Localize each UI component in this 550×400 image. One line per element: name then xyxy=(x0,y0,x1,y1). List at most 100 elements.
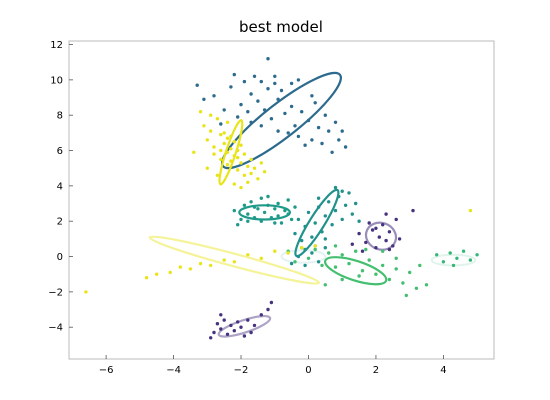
data-point-2-10 xyxy=(266,203,270,207)
data-point-2-7 xyxy=(259,219,263,223)
x-tick-label: −6 xyxy=(99,365,114,376)
data-point-6-10 xyxy=(246,318,250,322)
data-point-3-4 xyxy=(306,210,311,215)
data-point-3-7 xyxy=(316,205,321,209)
data-point-4-14 xyxy=(381,263,385,268)
data-point-1-2 xyxy=(205,138,209,142)
data-point-8-2 xyxy=(303,263,307,268)
data-point-0-11 xyxy=(252,74,257,79)
data-point-3-22 xyxy=(340,189,344,193)
ellipse-layer xyxy=(148,71,477,338)
data-point-2-12 xyxy=(273,207,277,211)
data-point-4-6 xyxy=(327,251,331,255)
data-point-4-23 xyxy=(323,283,327,287)
data-point-1-25 xyxy=(249,157,253,162)
data-point-1-33 xyxy=(209,113,213,117)
data-point-1-8 xyxy=(219,157,223,162)
data-point-3-3 xyxy=(303,224,307,229)
data-point-3-8 xyxy=(320,230,324,234)
data-point-3-2 xyxy=(300,238,304,243)
data-point-0-18 xyxy=(269,117,274,121)
data-point-0-35 xyxy=(316,125,321,130)
data-point-0-14 xyxy=(259,124,263,128)
data-point-1-28 xyxy=(256,177,260,181)
data-point-4-11 xyxy=(360,269,365,273)
data-point-0-16 xyxy=(266,57,270,61)
data-point-6-12 xyxy=(259,313,263,317)
data-point-7-6 xyxy=(198,261,203,266)
data-point-2-8 xyxy=(259,196,263,200)
data-point-5-12 xyxy=(367,221,371,225)
data-point-1-11 xyxy=(225,150,230,154)
data-point-0-28 xyxy=(296,78,301,82)
data-point-4-27 xyxy=(418,263,422,268)
data-point-0-6 xyxy=(236,115,240,119)
cluster-ellipse-1 xyxy=(218,119,244,186)
data-point-3-14 xyxy=(340,217,344,222)
x-tick-label: 2 xyxy=(373,365,379,376)
data-point-1-12 xyxy=(225,136,230,140)
data-point-4-21 xyxy=(357,274,361,278)
data-point-1-13 xyxy=(229,147,233,151)
data-point-6-8 xyxy=(239,325,243,329)
data-point-2-1 xyxy=(239,217,243,222)
data-point-3-20 xyxy=(303,247,307,252)
x-tick-label: −2 xyxy=(234,365,249,376)
data-point-2-16 xyxy=(283,208,287,213)
data-point-5-15 xyxy=(360,249,365,253)
data-point-5-17 xyxy=(387,247,392,252)
data-point-2-17 xyxy=(286,198,290,202)
data-point-2-9 xyxy=(262,210,267,215)
data-point-5-2 xyxy=(364,240,368,245)
data-point-1-36 xyxy=(232,182,236,186)
data-point-6-0 xyxy=(212,330,216,335)
data-point-4-19 xyxy=(394,256,398,260)
data-point-1-20 xyxy=(239,143,243,147)
data-point-3-23 xyxy=(323,237,327,241)
data-point-2-4 xyxy=(249,200,253,204)
data-point-4-16 xyxy=(394,267,398,271)
data-point-0-24 xyxy=(286,131,290,135)
y-tick-label: 4 xyxy=(57,181,63,192)
data-point-4-5 xyxy=(320,263,324,268)
data-point-0-10 xyxy=(249,120,253,125)
y-tick-label: 8 xyxy=(57,111,63,122)
x-tick-label: 0 xyxy=(305,365,311,376)
data-point-0-45 xyxy=(246,110,250,114)
data-point-3-18 xyxy=(354,201,358,206)
data-point-4-9 xyxy=(347,261,351,266)
data-point-4-12 xyxy=(367,258,371,262)
data-point-3-15 xyxy=(343,203,348,207)
data-point-4-24 xyxy=(414,286,419,290)
data-point-1-37 xyxy=(205,166,209,170)
data-point-1-1 xyxy=(202,124,206,128)
data-point-9-3 xyxy=(455,256,459,260)
data-point-9-6 xyxy=(475,253,479,257)
data-point-0-27 xyxy=(293,124,297,128)
data-point-5-6 xyxy=(381,223,385,227)
data-point-4-15 xyxy=(387,277,392,282)
data-point-0-42 xyxy=(340,129,344,133)
cluster-ellipse-2 xyxy=(238,204,292,221)
cluster-ellipse-8 xyxy=(280,249,327,264)
cluster-ellipse-7 xyxy=(148,235,321,285)
data-point-6-5 xyxy=(229,323,233,328)
data-point-0-37 xyxy=(323,113,327,117)
data-point-4-26 xyxy=(424,283,429,287)
data-point-2-14 xyxy=(276,214,280,218)
data-point-2-25 xyxy=(273,221,277,225)
data-point-1-34 xyxy=(225,120,230,125)
data-point-6-6 xyxy=(232,329,236,333)
data-point-7-1 xyxy=(144,276,149,280)
data-point-7-10 xyxy=(246,253,250,257)
y-tick-label: −4 xyxy=(48,323,63,334)
data-point-0-21 xyxy=(276,129,280,133)
data-point-1-23 xyxy=(246,164,250,169)
data-point-0-13 xyxy=(259,79,263,84)
data-point-9-5 xyxy=(468,258,473,262)
data-point-1-30 xyxy=(262,170,267,174)
data-point-7-11 xyxy=(259,256,263,260)
data-point-3-25 xyxy=(357,219,361,223)
data-point-4-18 xyxy=(408,270,412,275)
